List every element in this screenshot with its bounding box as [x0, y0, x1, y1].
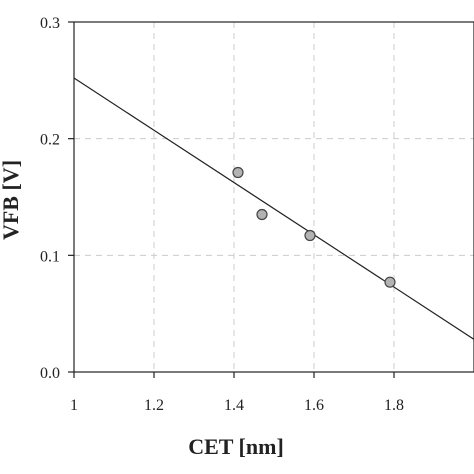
plot-frame	[73, 21, 474, 373]
x-tick-label: 1.6	[304, 397, 324, 414]
grid-lines	[74, 22, 474, 372]
y-tick-label: 0.2	[40, 132, 60, 149]
x-tick-label: 1.8	[384, 397, 404, 414]
data-point	[384, 276, 396, 288]
y-tick-label: 0.0	[40, 365, 60, 382]
y-tick-label: 0.3	[40, 15, 60, 32]
x-tick-labels: 1 1.2 1.4 1.6 1.8	[70, 397, 404, 414]
x-tick-label: 1	[70, 397, 78, 414]
x-axis-title: CET [nm]	[188, 434, 284, 459]
y-tick-labels: 0.0 0.1 0.2 0.3	[40, 15, 60, 382]
data-points	[232, 166, 396, 288]
y-tick-label: 0.1	[40, 248, 60, 265]
data-point	[256, 208, 268, 221]
y-axis-title: VFB [V]	[0, 160, 23, 240]
tick-marks	[68, 21, 395, 378]
data-point	[304, 229, 316, 242]
x-tick-label: 1.2	[144, 397, 164, 414]
x-tick-label: 1.4	[224, 397, 244, 414]
fit-line	[73, 77, 474, 340]
data-point	[232, 166, 244, 179]
